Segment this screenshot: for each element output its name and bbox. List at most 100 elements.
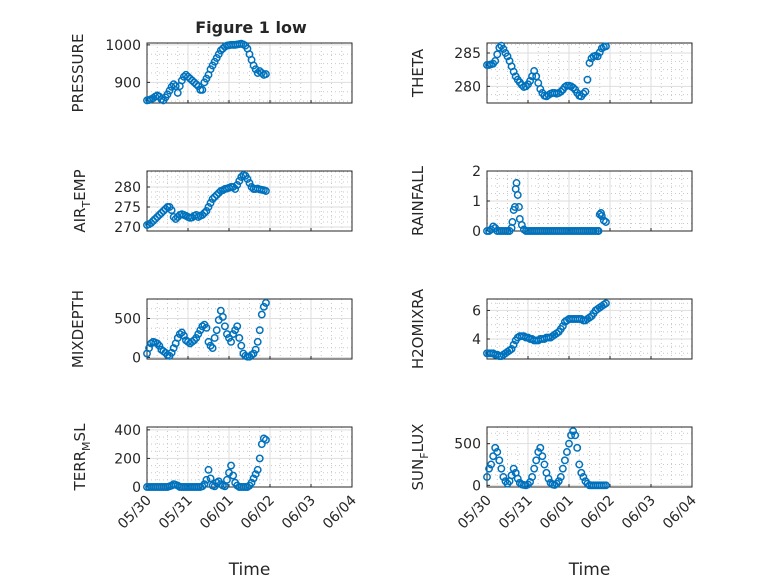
data-point: [261, 187, 270, 195]
data-point: [251, 345, 260, 354]
data-point: [145, 344, 154, 353]
data-point: [585, 59, 594, 67]
data-point: [255, 326, 264, 335]
data-point: [220, 322, 229, 331]
data-point: [530, 464, 539, 473]
data-point: [257, 69, 266, 77]
axes-frame: [486, 298, 693, 360]
y-tick-label: 1: [472, 194, 481, 210]
data-point: [179, 331, 188, 340]
data-point: [235, 177, 244, 185]
data-point: [534, 448, 543, 456]
data-point: [493, 50, 502, 59]
data-point: [208, 195, 217, 203]
data-point: [558, 322, 567, 331]
data-point: [233, 181, 242, 189]
data-point: [491, 443, 500, 452]
data-point: [210, 193, 219, 201]
data-point: [257, 310, 266, 319]
data-point: [171, 215, 180, 223]
data-point: [489, 452, 498, 461]
y-axis-label: PRESSURE: [69, 34, 87, 113]
y-tick-label: 500: [114, 311, 141, 327]
y-axis-label: THETA: [409, 48, 427, 98]
x-tick-label: 06/04: [660, 492, 700, 532]
data-point: [567, 431, 575, 440]
y-tick-label: 4: [472, 332, 481, 348]
data-point: [512, 179, 521, 187]
data-point: [509, 340, 518, 349]
data-point: [513, 474, 522, 483]
data-point: [261, 70, 270, 79]
data-point: [495, 456, 504, 465]
data-point: [245, 179, 254, 187]
y-axis-label: MIXDEPTH: [69, 290, 87, 368]
data-point: [194, 330, 203, 339]
data-point: [601, 299, 610, 308]
y-tick-label: 2: [472, 164, 481, 180]
data-point: [508, 218, 517, 226]
data-point: [208, 344, 217, 353]
data-point: [563, 448, 571, 456]
data-point: [526, 77, 534, 85]
x-axis-label: Time: [228, 560, 271, 580]
data-point: [173, 88, 182, 97]
data-point: [235, 334, 244, 342]
y-axis-label: TERRMSL: [71, 423, 93, 492]
data-point: [198, 211, 207, 219]
x-tick-label: 05/31: [156, 493, 196, 533]
data-point: [569, 83, 578, 92]
data-point: [153, 213, 162, 221]
data-point: [204, 337, 213, 346]
data-point: [167, 348, 176, 357]
data-point: [503, 52, 512, 61]
data-point: [594, 227, 603, 235]
data-point: [206, 474, 215, 483]
data-point: [159, 207, 168, 215]
data-point: [509, 67, 518, 76]
data-point: [149, 217, 158, 225]
data-point: [601, 481, 610, 490]
data-point: [233, 322, 242, 331]
data-point: [157, 209, 166, 217]
data-point: [200, 480, 209, 489]
data-point: [491, 57, 500, 65]
data-point: [198, 85, 207, 94]
data-point: [198, 482, 207, 491]
subplot-sun-flux: 0 500 05/30 05/31 06/01 06/02 06/03 06/04 SUNFLU…: [409, 424, 700, 580]
data-point: [261, 298, 270, 307]
data-point: [536, 85, 545, 93]
data-point: [249, 349, 258, 358]
data-point: [579, 89, 588, 98]
data-point: [210, 334, 219, 342]
subplot-theta: 280 285 THETA: [409, 41, 693, 104]
data-point: [575, 460, 584, 469]
axes-border: [146, 426, 353, 488]
data-point: [200, 209, 209, 217]
data-point: [255, 454, 264, 463]
data-point: [510, 203, 519, 211]
y-tick-label: 500: [454, 437, 481, 453]
y-tick-label: 275: [114, 200, 141, 216]
data-point: [554, 477, 563, 486]
data-point: [218, 312, 227, 321]
x-tick-label: 05/31: [496, 493, 536, 533]
data-point: [247, 478, 256, 487]
x-tick-label: 06/02: [238, 493, 278, 533]
data-point: [499, 45, 508, 53]
y-axis-label: RAINFALL: [409, 165, 427, 236]
data-point: [595, 48, 604, 57]
data-point: [560, 456, 569, 465]
data-point: [556, 87, 565, 96]
x-tick-label: 06/04: [320, 492, 360, 532]
data-point: [532, 72, 541, 81]
y-tick-label: 6: [472, 303, 481, 319]
figure-title: Figure 1 low: [195, 18, 307, 37]
y-tick-label: 280: [454, 79, 481, 95]
x-tick-label: 06/03: [619, 493, 659, 533]
data-point: [229, 183, 238, 191]
subplot-rainfall: 0 1 2 RAINFALL: [409, 164, 693, 240]
data-point: [507, 345, 516, 353]
x-tick-label: 06/02: [578, 493, 618, 533]
